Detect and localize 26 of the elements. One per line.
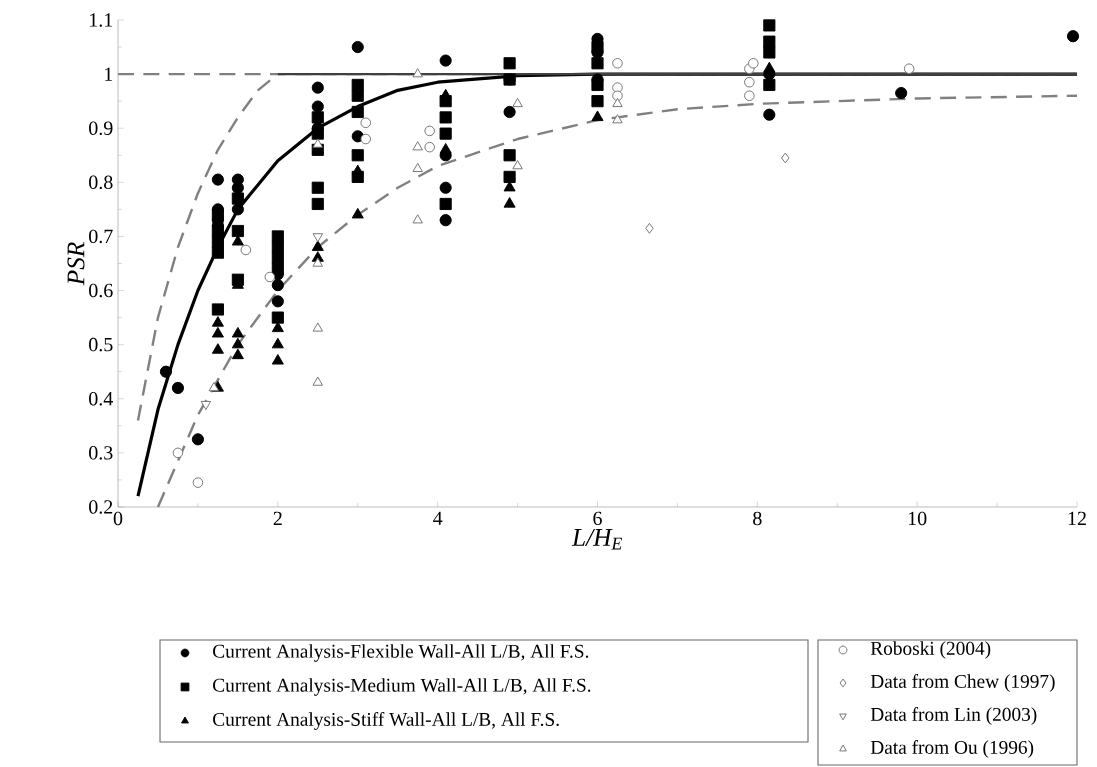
y-tick-label: 0.6 [89, 283, 113, 298]
x-tick-label: 10 [908, 511, 927, 526]
y-tick-label: 0.9 [89, 121, 113, 136]
x-tick-label: 2 [273, 511, 282, 525]
y-tick-label: 0.8 [89, 175, 113, 190]
legend-label: Roboski (2004) [870, 641, 991, 659]
legend-label: Current Analysis-Medium Wall-All L/B, All F.S. [213, 678, 591, 696]
y-tick-label: 1.1 [90, 13, 113, 27]
y-tick-label: 0.2 [89, 500, 113, 514]
legend-label: Data from Lin (2003) [870, 707, 1037, 725]
x-tick-label: 8 [753, 511, 762, 526]
legend-label: Current Analysis-Flexible Wall-All L/B, All F.S. [213, 644, 589, 662]
x-axis-title: L/H$_{E}$ [571, 529, 622, 550]
y-tick-label: 0.5 [89, 337, 113, 352]
x-tick-label: 12 [1068, 511, 1086, 525]
y-tick-label: 0.3 [89, 446, 113, 460]
legend-label: Data from Ou (1996) [870, 740, 1034, 758]
x-tick-label: 4 [433, 511, 443, 525]
legend-label: Current Analysis-Stiff Wall-All L/B, All F.S. [213, 712, 559, 730]
x-tick-label: 0 [113, 511, 123, 526]
x-tick-label: 6 [593, 511, 602, 526]
y-tick-label: 1 [105, 67, 113, 81]
y-tick-label: 0.4 [89, 391, 113, 406]
y-tick-label: 0.7 [89, 229, 113, 244]
legend-label: Data from Chew (1997) [870, 674, 1055, 692]
y-axis-title: PSR [67, 242, 85, 286]
